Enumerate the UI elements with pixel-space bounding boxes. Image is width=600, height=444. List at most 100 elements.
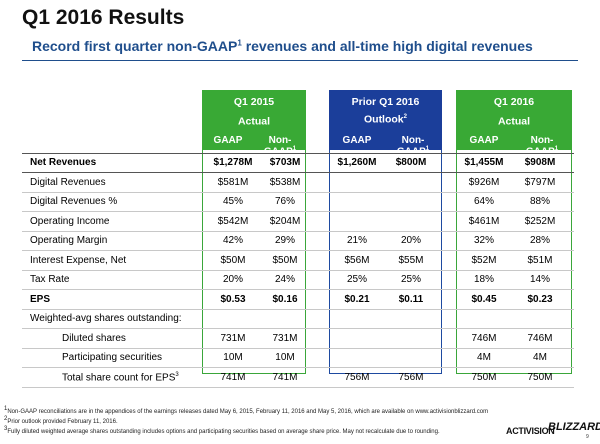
header-line1: Q1 2015: [233, 96, 275, 108]
table-cell: 28%: [529, 235, 550, 246]
activision-logo: ACTIVISION: [506, 426, 555, 436]
table-row: Digital Revenues $581M $538M $926M $797M: [22, 173, 574, 192]
subheader-outlook: GAAP Non-GAAP1: [329, 130, 442, 157]
table-cell: $926M: [468, 177, 500, 188]
header-prior-outlook: Prior Q1 2016 Outlook2: [329, 90, 442, 130]
table-cell: 32%: [473, 235, 494, 246]
row-divider: [22, 250, 574, 251]
table-cell: 24%: [274, 274, 295, 285]
row-label: Participating securities: [62, 352, 163, 363]
footnote-3: 3Fully diluted weighted average shares o…: [4, 426, 440, 435]
header-line2: Actual: [497, 115, 531, 128]
page-subtitle: Record first quarter non-GAAP1 revenues …: [32, 38, 533, 54]
row-label: Total share count for EPS3: [62, 372, 179, 384]
table-cell: $56M: [344, 255, 370, 266]
table-row: EPS $0.53 $0.16 $0.21 $0.11 $0.45 $0.23: [22, 290, 574, 309]
footnote-1: 1Non-GAAP reconciliations are in the app…: [4, 406, 489, 415]
table-cell: $1,260M: [337, 157, 377, 168]
table-cell: 756M: [398, 372, 424, 383]
row-label: Digital Revenues %: [30, 196, 118, 207]
table-cell: 20%: [400, 235, 421, 246]
row-label: Tax Rate: [30, 274, 70, 285]
table-cell: 746M: [527, 333, 553, 344]
table-cell: 741M: [272, 372, 298, 383]
table-cell: $542M: [217, 216, 249, 227]
row-divider: [22, 328, 574, 329]
table-cell: $55M: [398, 255, 424, 266]
table-cell: 25%: [400, 274, 421, 285]
table-cell: 731M: [272, 333, 298, 344]
table-cell: $0.21: [344, 294, 370, 305]
table-cell: $800M: [395, 157, 427, 168]
nongaap-label: Non-GAAP1: [396, 135, 430, 158]
table-cell: 4M: [533, 352, 547, 363]
table-row: Operating Margin 42% 29% 21% 20% 32% 28%: [22, 231, 574, 250]
row-label: Operating Margin: [30, 235, 108, 246]
table-cell: 45%: [222, 196, 243, 207]
table-cell: $581M: [217, 177, 249, 188]
row-label: Digital Revenues: [30, 177, 106, 188]
subtitle-part2: revenues and all-time high digital reven…: [241, 38, 533, 54]
row-divider: [22, 348, 574, 349]
row-label: EPS: [30, 294, 51, 305]
table-cell: $538M: [269, 177, 301, 188]
table-cell: $0.45: [471, 294, 497, 305]
table-row: Total share count for EPS3 741M 741M 756M 75…: [22, 368, 574, 387]
row-divider: [22, 309, 574, 310]
table-cell: $52M: [471, 255, 497, 266]
table-cell: $908M: [524, 157, 556, 168]
table-cell: 21%: [346, 235, 367, 246]
table-cell: 64%: [473, 196, 494, 207]
subtitle-part1: Record first quarter non-GAAP: [32, 38, 238, 54]
table-cell: $797M: [524, 177, 556, 188]
header-line1: Q1 2016: [493, 96, 535, 108]
table-cell: 29%: [274, 235, 295, 246]
row-divider: [22, 387, 574, 388]
table-cell: $0.23: [527, 294, 553, 305]
table-cell: 750M: [527, 372, 553, 383]
page-number: 9: [586, 434, 589, 440]
table-cell: $204M: [269, 216, 301, 227]
table-cell: $0.53: [220, 294, 246, 305]
row-divider: [22, 289, 574, 290]
table-cell: $703M: [269, 157, 301, 168]
table-cell: $1,455M: [464, 157, 504, 168]
row-divider: [22, 231, 574, 232]
row-label: Weighted-avg shares outstanding:: [30, 313, 182, 324]
table-cell: $1,278M: [213, 157, 253, 168]
table-row: Participating securities 10M 10M 4M 4M: [22, 348, 574, 367]
row-divider: [22, 270, 574, 271]
row-label: Diluted shares: [62, 333, 126, 344]
nongaap-label: Non-GAAP1: [263, 135, 297, 158]
table-cell: 20%: [222, 274, 243, 285]
table-cell: $50M: [272, 255, 298, 266]
table-cell: $50M: [220, 255, 246, 266]
footnote-2: 2Prior outlook provided February 11, 201…: [4, 416, 118, 425]
table-cell: 25%: [346, 274, 367, 285]
table-row: Net Revenues $1,278M $703M $1,260M $800M $1,4…: [22, 153, 574, 172]
table-row: Operating Income $542M $204M $461M $252M: [22, 212, 574, 231]
row-divider: [22, 211, 574, 212]
gaap-label: GAAP: [213, 135, 243, 146]
table-cell: 4M: [477, 352, 491, 363]
row-divider: [22, 172, 574, 173]
table-cell: $252M: [524, 216, 556, 227]
row-divider: [22, 367, 574, 368]
table-row: Tax Rate 20% 24% 25% 25% 18% 14%: [22, 270, 574, 289]
table-cell: 10M: [223, 352, 243, 363]
table-cell: 746M: [471, 333, 497, 344]
table-cell: 741M: [220, 372, 246, 383]
row-label: Interest Expense, Net: [30, 255, 127, 266]
gaap-label: GAAP: [342, 135, 372, 146]
subheader-q1-2016: GAAP Non-GAAP1: [456, 130, 572, 157]
header-line2: Outlook2: [363, 113, 407, 126]
row-divider: [22, 192, 574, 193]
table-row: Diluted shares 731M 731M 746M 746M: [22, 329, 574, 348]
header-line2: Actual: [237, 115, 271, 128]
table-row: Weighted-avg shares outstanding:: [22, 309, 574, 328]
table-cell: 756M: [344, 372, 370, 383]
row-label: Net Revenues: [30, 157, 97, 168]
header-q1-2016: Q1 2016 Actual: [456, 90, 572, 130]
nongaap-label: Non-GAAP1: [525, 135, 559, 158]
subtitle-sup: 1: [237, 38, 242, 48]
